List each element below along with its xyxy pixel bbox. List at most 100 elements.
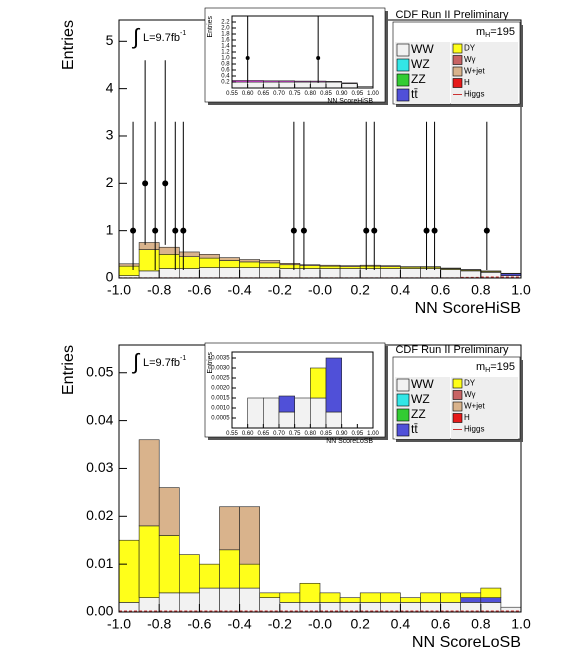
bar-segment [239,261,261,268]
bar-segment [319,592,341,603]
legend-label: Wγ [464,55,476,64]
bar-segment [339,597,361,603]
x-tick-label: 1.00 [367,91,379,97]
bar-segment [219,267,240,278]
bar-segment [179,268,200,278]
legend-label: DY [464,44,476,53]
mass-subscript: H [485,32,490,39]
data-point [180,227,187,234]
bar-segment [420,268,441,278]
x-tick-label: 0.2 [350,615,370,631]
chart-title: CDF Run II Preliminary [395,9,509,21]
bar-segment [279,268,301,278]
y-tick-label: 2.0 [221,26,230,32]
lumi-sup: -1 [180,30,186,37]
legend-swatch [452,401,463,412]
y-tick-label: 0.0015 [211,396,230,402]
bar-segment [359,592,381,603]
x-tick-label: 0.8 [471,615,491,631]
bar-segment [239,267,261,278]
x-tick-label: 0.75 [289,91,301,97]
bar-segment [138,270,160,278]
bar-segment [199,563,220,589]
bar-segment [480,587,502,598]
x-tick-label: 1.0 [511,615,531,631]
bar-segment [310,367,327,399]
bar-segment [239,587,261,612]
legend-label: Higgs [464,90,484,99]
x-tick-label: 0.4 [391,281,411,297]
plot-frame [231,351,374,429]
x-tick-label: -1.0 [107,615,131,631]
legend-swatch [396,58,410,72]
mass-symbol: m [476,361,485,373]
x-tick-label: 0.55 [226,91,238,97]
data-point [363,227,370,234]
bar-segment [219,260,240,268]
bar-segment [158,487,180,536]
y-axis-label: Entries [59,345,77,395]
lumi-label: L=9.7fb-1 [143,355,186,369]
legend-swatch [396,378,410,392]
bar-segment [278,395,295,413]
bar-segment [199,254,220,259]
bar-segment [158,535,180,594]
data-point [130,227,137,234]
mass-text: =195 [490,26,515,38]
bar-segment [460,597,482,603]
data-point [423,227,430,234]
bar-segment [339,265,361,267]
legend-swatch [452,66,463,77]
bar-segment [341,83,358,88]
bar-segment [319,265,341,269]
bar-segment [294,80,311,83]
legend-swatch [452,378,463,389]
bar-segment [294,397,311,428]
bar-segment [259,597,281,612]
y-tick-label: 1.4 [221,44,230,50]
legend-swatch [396,393,410,407]
legend-swatch [452,43,463,54]
plot-area [247,357,342,428]
bar-segment [179,251,200,257]
y-tick-label: 3 [106,127,114,143]
bar-segment [138,242,160,250]
y-tick-label: 1 [106,221,114,237]
bar-segment [219,587,240,612]
legend-label: tt̄ [411,422,418,436]
data-point [371,227,378,234]
x-tick-label: 0.2 [350,281,370,297]
x-tick-label: 0.85 [320,91,332,97]
legend-swatch [452,55,463,65]
y-tick-label: 0.04 [86,411,113,427]
legend-label: Wγ [464,390,476,399]
legend-label: WZ [411,57,430,71]
legend-swatch [396,73,410,87]
bar-segment [319,268,341,278]
bar-segment [199,257,220,268]
x-axis-label: NN ScoreHiSB [327,98,373,105]
data-point [431,227,438,234]
legend-label: WW [411,377,434,391]
bar-segment [480,597,502,603]
y-tick-label: 0.0005 [211,416,230,422]
x-tick-label: -0.6 [187,281,211,297]
bar-segment [400,268,421,278]
x-tick-label: 0.75 [289,431,301,437]
lumi-symbol: ∫ [131,349,141,374]
data-point [162,180,169,187]
bar-segment [325,357,342,413]
bar-segment [310,397,327,428]
x-axis-label: NN ScoreLoSB [412,633,521,651]
bar-segment [138,597,160,612]
y-axis-label: Entries [59,20,77,70]
bar-segment [341,82,358,84]
lumi-label: L=9.7fb-1 [143,30,186,44]
x-tick-label: -0.0 [308,281,332,297]
x-tick-label: 0.4 [391,615,411,631]
data-point [245,56,250,60]
x-axis-label: NN ScoreLoSB [326,438,373,445]
bar-segment [263,397,280,428]
data-point [290,227,297,234]
